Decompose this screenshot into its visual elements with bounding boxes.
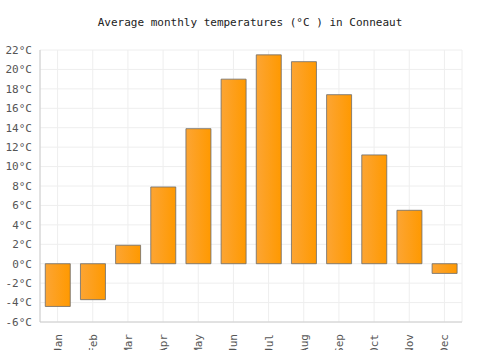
svg-text:May: May xyxy=(192,334,205,350)
svg-text:Jul: Jul xyxy=(263,334,276,350)
svg-text:8°C: 8°C xyxy=(12,180,32,193)
svg-text:Jun: Jun xyxy=(227,334,240,350)
svg-text:6°C: 6°C xyxy=(12,199,32,212)
svg-text:20°C: 20°C xyxy=(8,63,32,76)
svg-text:Dec: Dec xyxy=(438,334,451,350)
svg-text:2°C: 2°C xyxy=(12,238,32,251)
svg-text:-2°C: -2°C xyxy=(8,277,32,290)
svg-text:-4°C: -4°C xyxy=(8,296,32,309)
svg-text:10°C: 10°C xyxy=(8,160,32,173)
svg-text:Sep: Sep xyxy=(333,334,346,350)
svg-text:14°C: 14°C xyxy=(8,122,32,135)
svg-text:0°C: 0°C xyxy=(12,258,32,271)
svg-text:Oct: Oct xyxy=(368,334,381,350)
svg-text:Apr: Apr xyxy=(157,334,170,350)
svg-text:4°C: 4°C xyxy=(12,219,32,232)
svg-text:Mar: Mar xyxy=(122,334,135,350)
svg-text:Nov: Nov xyxy=(403,334,416,350)
svg-text:12°C: 12°C xyxy=(8,141,32,154)
svg-text:22°C: 22°C xyxy=(8,44,32,57)
svg-text:Jan: Jan xyxy=(52,334,65,350)
svg-text:Aug: Aug xyxy=(298,334,311,350)
svg-text:-6°C: -6°C xyxy=(8,316,32,329)
svg-text:16°C: 16°C xyxy=(8,102,32,115)
html-text:Average monthly temperatures (: Average monthly temperatures (°C ) in Co… xyxy=(97,16,403,29)
svg-text:Feb: Feb xyxy=(87,334,100,350)
svg-text:18°C: 18°C xyxy=(8,83,32,96)
